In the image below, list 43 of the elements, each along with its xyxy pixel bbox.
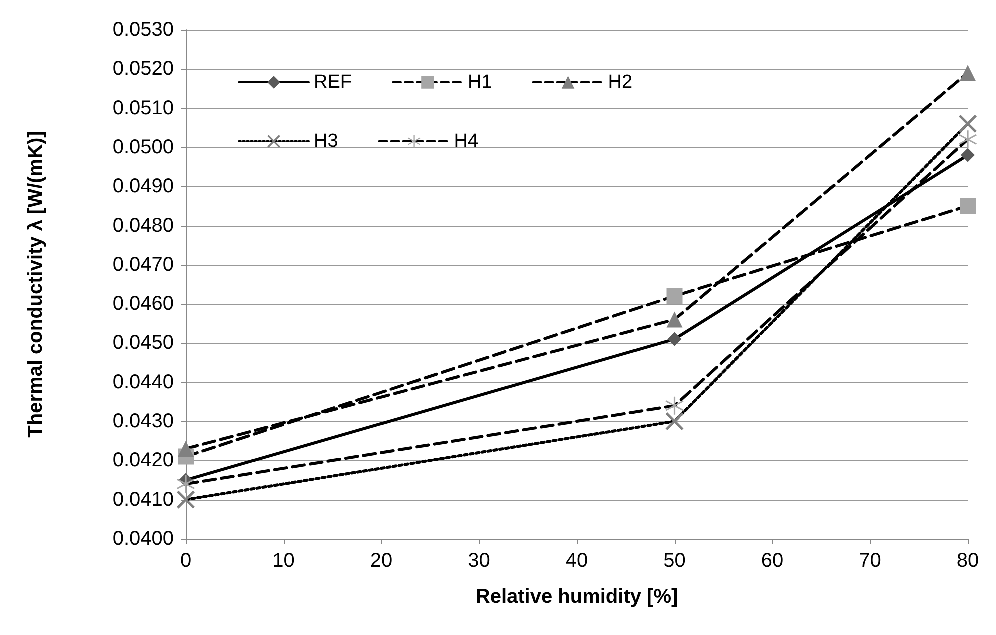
x-tick-label: 10	[272, 550, 295, 572]
point	[177, 490, 195, 509]
point	[960, 65, 976, 82]
x-axis-title: Relative humidity [%]	[476, 586, 678, 608]
y-tick-label: 0.0400	[112, 528, 174, 550]
y-tick-label: 0.0520	[112, 58, 174, 80]
x-tick-label: 70	[859, 550, 882, 572]
y-tick-label: 0.0480	[112, 214, 174, 237]
x-tick-label: 50	[664, 550, 686, 572]
point	[959, 114, 977, 133]
legend-label: REF	[314, 72, 352, 93]
x-tick-label: 0	[180, 550, 192, 572]
point	[960, 198, 976, 214]
legend-label: H3	[314, 131, 338, 152]
legend-label: H4	[454, 131, 480, 152]
y-tick-label: 0.0500	[112, 136, 174, 158]
point	[961, 148, 975, 162]
point	[177, 475, 195, 494]
y-tick-label: 0.0510	[112, 97, 174, 120]
x-tick-label: 20	[370, 550, 393, 572]
y-axis-title: Thermal conductivity λ [W/(mK)]	[25, 131, 47, 438]
x-tick-label: 80	[956, 550, 980, 572]
y-tick-label: 0.0470	[112, 254, 174, 276]
y-tick-label: 0.0430	[112, 410, 174, 433]
x-tick-label: 30	[468, 550, 490, 572]
y-tick-label: 0.0420	[112, 450, 174, 472]
legend-label: H1	[468, 72, 492, 93]
y-tick-label: 0.0530	[112, 19, 174, 41]
legend-label: H2	[608, 72, 633, 93]
point	[668, 332, 682, 346]
x-tick-label: 40	[566, 550, 588, 572]
y-tick-label: 0.0410	[112, 488, 174, 511]
point	[666, 288, 683, 304]
point	[959, 130, 977, 149]
point	[666, 412, 684, 431]
y-tick-label: 0.0450	[112, 332, 174, 354]
x-tick-label: 60	[761, 550, 784, 572]
y-tick-label: 0.0460	[112, 293, 174, 316]
point	[178, 440, 194, 457]
point	[666, 396, 684, 415]
point	[666, 312, 683, 328]
y-tick-label: 0.0440	[112, 371, 174, 394]
y-tick-label: 0.0490	[112, 176, 174, 198]
